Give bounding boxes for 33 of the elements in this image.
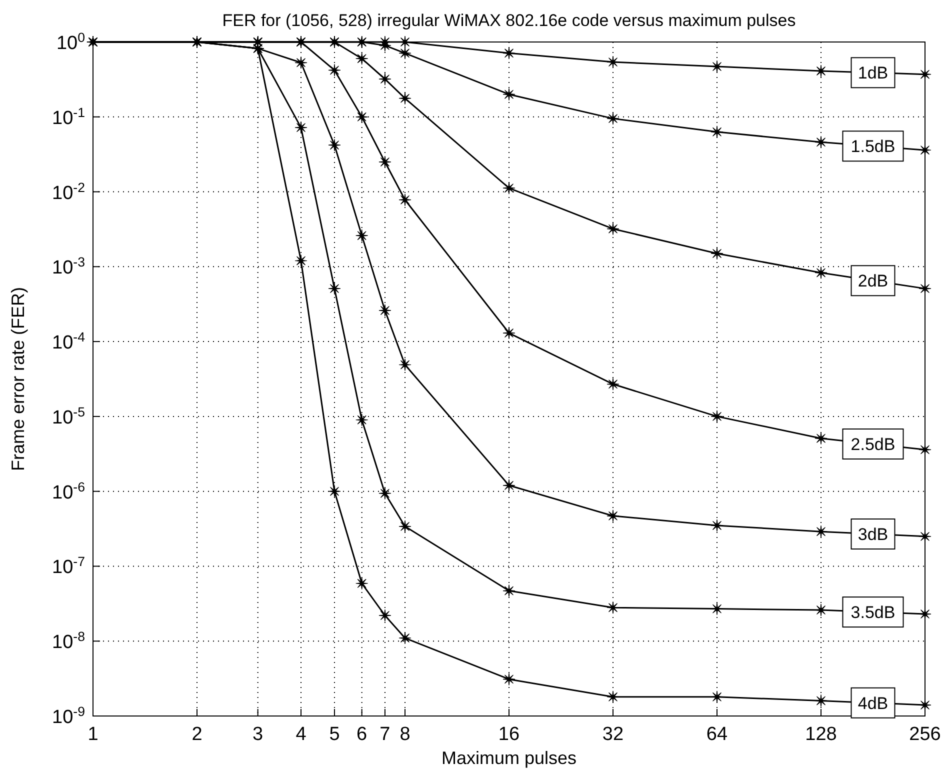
y-tick-label: 10$^{-1}$	[52, 104, 85, 129]
y-tick-label: 10$^{-4}$	[52, 329, 85, 354]
y-tick-label: 10$^{-3}$	[52, 254, 85, 279]
x-tick-label: 16	[498, 724, 520, 745]
y-tick-label: 10$^{-5}$	[52, 404, 85, 428]
y-tick-label: 10$^{-9}$	[52, 704, 85, 728]
y-tick-label: 10$^{0}$	[56, 30, 85, 54]
x-tick-label: 256	[909, 724, 941, 745]
series-label: 1dB	[858, 64, 888, 83]
y-axis-title: Frame error rate (FER)	[8, 286, 28, 472]
x-tick-label: 128	[805, 724, 837, 745]
series-label: 3.5dB	[850, 603, 896, 622]
x-tick-label: 32	[602, 724, 624, 745]
x-tick-label: 3	[252, 724, 264, 745]
x-tick-label: 2	[192, 724, 202, 745]
chart-title: FER for (1056, 528) irregular WiMAX 802.16e code versus maximum pulses	[222, 11, 796, 30]
y-tick-label: 10$^{-2}$	[52, 179, 85, 204]
x-tick-label: 1	[88, 724, 98, 745]
y-tick-label: 10$^{-6}$	[52, 478, 85, 504]
series-label: 2dB	[858, 272, 888, 291]
series-label: 2.5dB	[850, 435, 896, 454]
x-axis-title: Maximum pulses	[441, 748, 577, 768]
x-tick-label: 64	[706, 724, 728, 745]
series-label: 4dB	[858, 694, 888, 713]
x-tick-label: 8	[400, 724, 410, 745]
series-label: 3dB	[858, 525, 888, 544]
x-tick-label: 6	[356, 724, 368, 745]
y-tick-label: 10$^{-7}$	[52, 554, 85, 578]
series-label: 1.5dB	[850, 137, 896, 156]
x-tick-label: 5	[329, 724, 340, 745]
x-tick-label: 7	[380, 724, 390, 745]
y-tick-label: 10$^{-8}$	[52, 628, 85, 654]
x-tick-label: 4	[296, 724, 307, 745]
